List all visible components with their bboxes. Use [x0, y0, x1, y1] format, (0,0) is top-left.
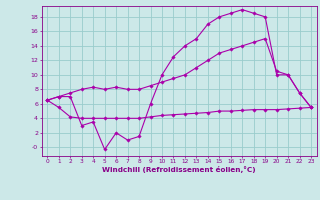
X-axis label: Windchill (Refroidissement éolien,°C): Windchill (Refroidissement éolien,°C)	[102, 166, 256, 173]
